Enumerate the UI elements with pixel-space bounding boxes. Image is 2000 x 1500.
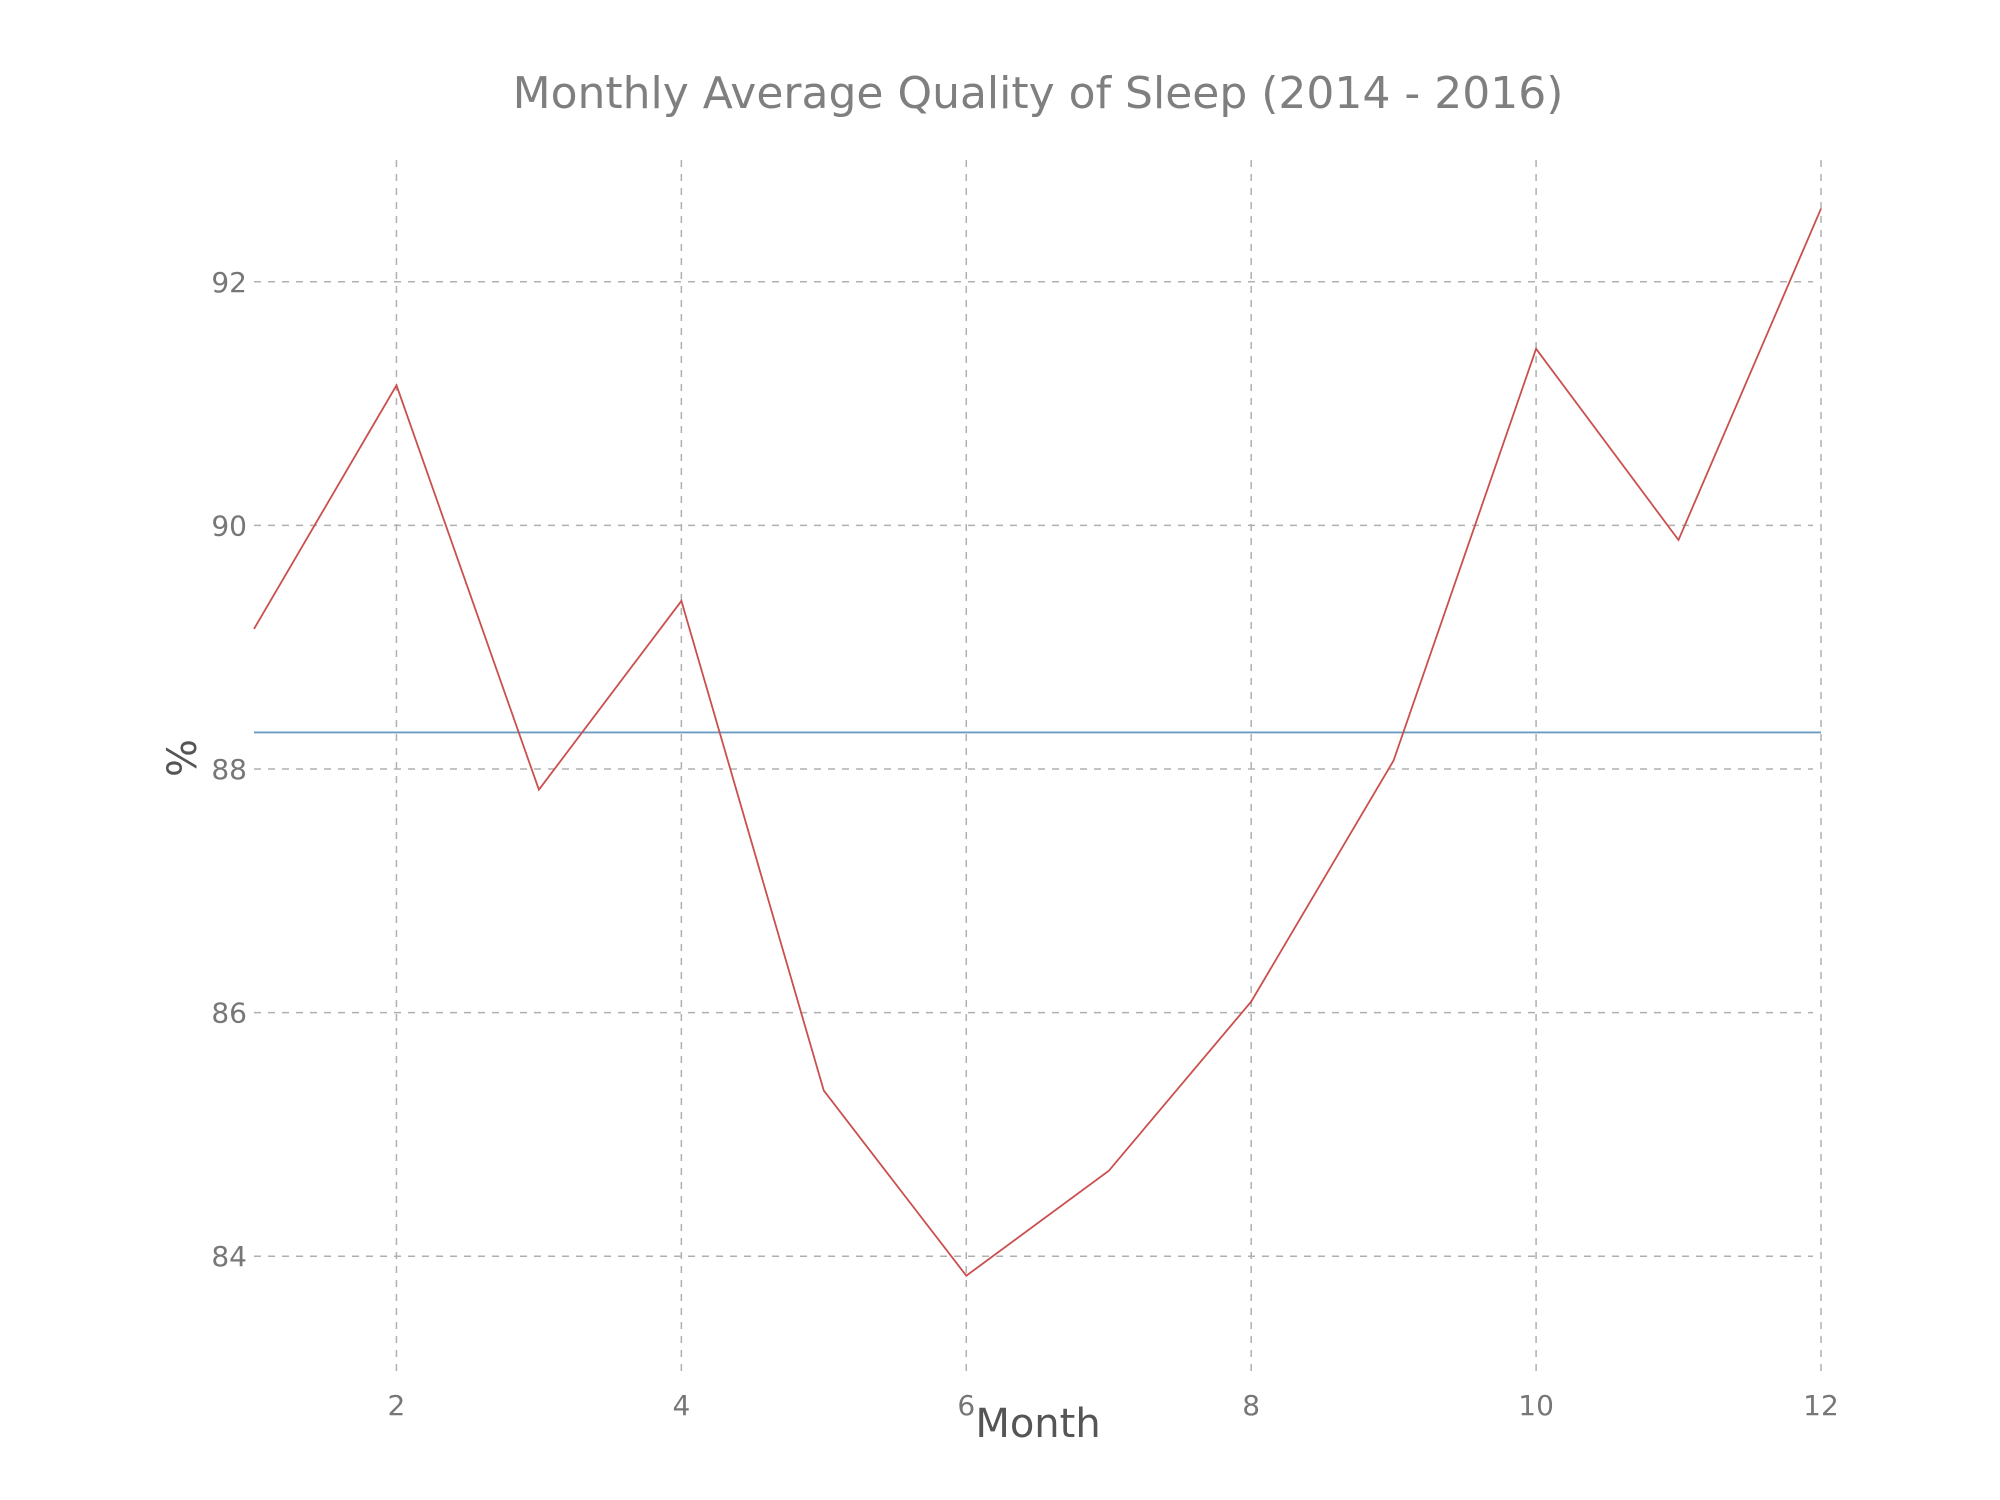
chart-title: Monthly Average Quality of Sleep (2014 -… bbox=[513, 68, 1564, 119]
y-tick-label: 86 bbox=[211, 997, 247, 1030]
tick-labels: 2 4 6 8 10 12 84 86 88 90 92 bbox=[211, 266, 1838, 1422]
y-tick-label: 84 bbox=[211, 1240, 247, 1273]
x-tick-label: 2 bbox=[388, 1389, 406, 1422]
grid-layer bbox=[254, 160, 1822, 1378]
series-layer bbox=[253, 208, 1822, 1277]
x-tick-label: 12 bbox=[1803, 1389, 1839, 1422]
y-tick-label: 88 bbox=[211, 753, 247, 786]
x-tick-label: 8 bbox=[1242, 1389, 1260, 1422]
x-axis-label: Month bbox=[975, 1401, 1100, 1447]
y-tick-label: 92 bbox=[211, 266, 247, 299]
x-tick-label: 10 bbox=[1518, 1389, 1554, 1422]
x-tick-label: 6 bbox=[957, 1389, 975, 1422]
x-tick-label: 4 bbox=[672, 1389, 690, 1422]
y-tick-label: 90 bbox=[211, 509, 247, 542]
y-axis-label: % bbox=[160, 739, 206, 777]
series-line bbox=[253, 208, 1822, 1277]
